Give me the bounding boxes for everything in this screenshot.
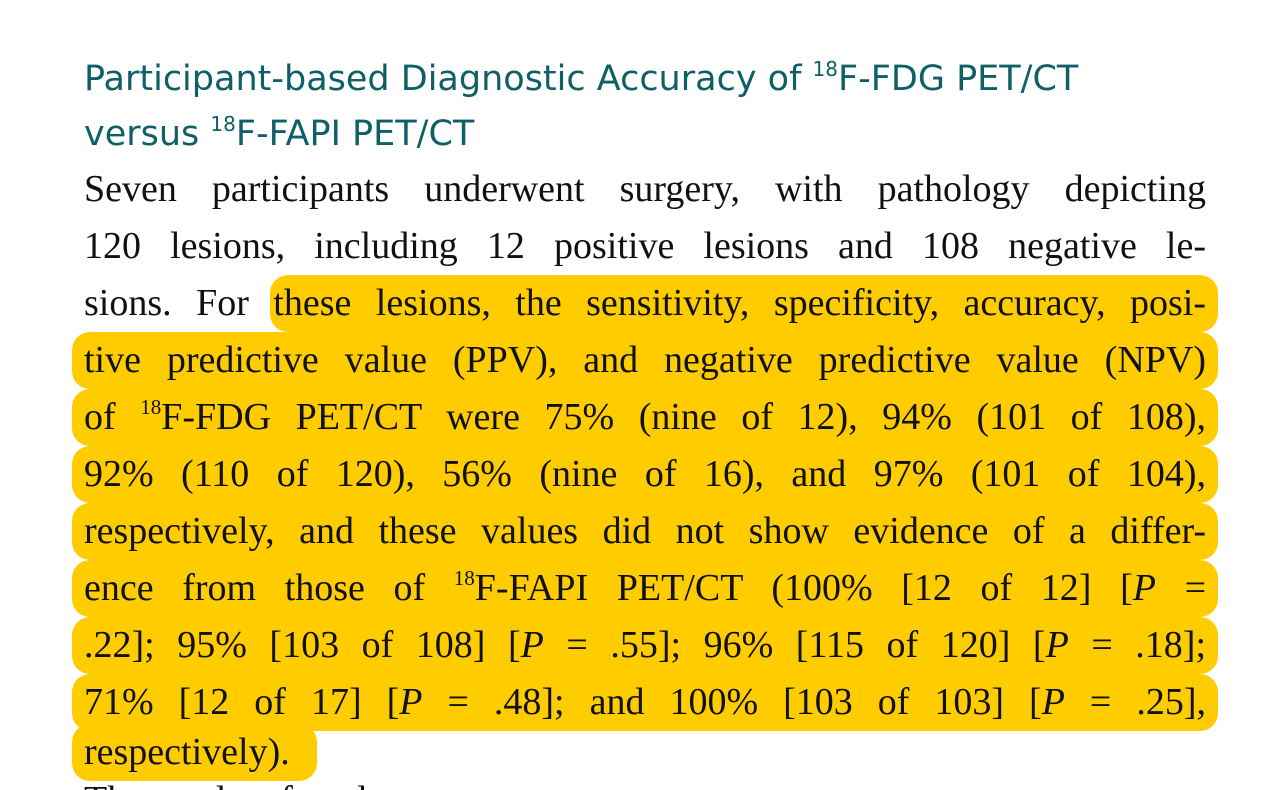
text-fragment: of bbox=[84, 396, 141, 438]
highlight-mark bbox=[270, 275, 1218, 332]
highlight-mark bbox=[72, 560, 1218, 617]
heading-text: Participant-based Diagnostic Accuracy of bbox=[84, 59, 813, 99]
highlight-mark bbox=[72, 617, 1218, 674]
paragraph-line-11: respectively). bbox=[72, 724, 1206, 781]
highlight-mark bbox=[72, 389, 1218, 446]
text-fragment: = .25], bbox=[1064, 681, 1206, 723]
highlighted-text: .22]; 95% [103 of 108] [P = .55]; 96% [1… bbox=[84, 624, 1206, 666]
text-fragment: F-FAPI PET/CT (100% [12 of 12] [ bbox=[474, 567, 1133, 609]
highlighted-text: tive predictive value (PPV), and negativ… bbox=[84, 339, 1206, 381]
p-value-symbol: P bbox=[1041, 681, 1065, 723]
isotope-superscript: 18 bbox=[140, 395, 162, 419]
highlighted-text: 71% [12 of 17] [P = .48]; and 100% [103 … bbox=[84, 681, 1206, 723]
highlighted-text: 92% (110 of 120), 56% (nine of 16), and … bbox=[84, 453, 1206, 495]
paragraph-line-4: tive predictive value (PPV), and negativ… bbox=[72, 332, 1218, 389]
heading-superscript: 18 bbox=[210, 112, 236, 136]
p-value-symbol: P bbox=[1045, 624, 1069, 666]
paragraph-text: 120 lesions, including 12 positive lesio… bbox=[84, 225, 1206, 267]
text-fragment: 71% [12 of 17] [ bbox=[84, 681, 400, 723]
text-fragment: F-FDG PET/CT were 75% (nine of 12), 94% … bbox=[161, 396, 1207, 438]
highlight-mark bbox=[72, 724, 317, 781]
paragraph-line-3: sions. For these lesions, the sensitivit… bbox=[84, 275, 1218, 332]
heading-text: F-FDG PET/CT bbox=[837, 59, 1079, 99]
p-value-symbol: P bbox=[520, 624, 544, 666]
text-fragment: = bbox=[1155, 567, 1206, 609]
heading-superscript: 18 bbox=[812, 57, 838, 81]
paragraph-line-9: .22]; 95% [103 of 108] [P = .55]; 96% [1… bbox=[72, 617, 1218, 674]
paragraph-text: sions. bbox=[84, 282, 172, 324]
heading-line-2: versus 18F-FAPI PET/CT bbox=[84, 114, 474, 154]
paragraph-line-6: 92% (110 of 120), 56% (nine of 16), and … bbox=[72, 446, 1218, 503]
highlight-mark bbox=[72, 503, 1218, 560]
cropped-text: The results of ... also ... bbox=[84, 776, 1206, 790]
cropped-next-line: The results of ... also ... bbox=[84, 776, 1206, 790]
paragraph-text: Seven participants underwent surgery, wi… bbox=[84, 168, 1206, 210]
highlight-mark bbox=[72, 674, 1218, 731]
paragraph-line-2: 120 lesions, including 12 positive lesio… bbox=[84, 218, 1206, 275]
paragraph-line-1: Seven participants underwent surgery, wi… bbox=[84, 161, 1206, 218]
highlighted-text: For these lesions, the sensitivity, spec… bbox=[196, 282, 1207, 324]
text-fragment: = .48]; and 100% [103 of 103] [ bbox=[422, 681, 1042, 723]
highlighted-text: of 18F-FDG PET/CT were 75% (nine of 12),… bbox=[84, 396, 1206, 438]
paragraph-line-5: of 18F-FDG PET/CT were 75% (nine of 12),… bbox=[72, 389, 1218, 446]
text-fragment: ence from those of bbox=[84, 567, 454, 609]
p-value-symbol: P bbox=[399, 681, 423, 723]
text-fragment: .22]; 95% [103 of 108] [ bbox=[84, 624, 521, 666]
highlighted-text: respectively, and these values did not s… bbox=[84, 510, 1206, 552]
text-fragment: = .18]; bbox=[1068, 624, 1206, 666]
heading-line-1: Participant-based Diagnostic Accuracy of… bbox=[84, 59, 1078, 99]
paragraph-line-10: 71% [12 of 17] [P = .48]; and 100% [103 … bbox=[72, 674, 1218, 731]
highlighted-text: respectively). bbox=[84, 731, 290, 773]
section-heading: Participant-based Diagnostic Accuracy of… bbox=[84, 52, 1234, 162]
paragraph-line-8: ence from those of 18F-FAPI PET/CT (100%… bbox=[72, 560, 1218, 617]
p-value-symbol: P bbox=[1132, 567, 1156, 609]
text-fragment: = .55]; 96% [115 of 120] [ bbox=[543, 624, 1046, 666]
isotope-superscript: 18 bbox=[453, 566, 475, 590]
heading-text: F-FAPI PET/CT bbox=[235, 114, 475, 154]
highlight-mark bbox=[72, 446, 1218, 503]
highlighted-text: ence from those of 18F-FAPI PET/CT (100%… bbox=[84, 567, 1206, 609]
paragraph-line-7: respectively, and these values did not s… bbox=[72, 503, 1218, 560]
heading-text: versus bbox=[84, 114, 211, 154]
highlight-mark bbox=[72, 332, 1218, 389]
